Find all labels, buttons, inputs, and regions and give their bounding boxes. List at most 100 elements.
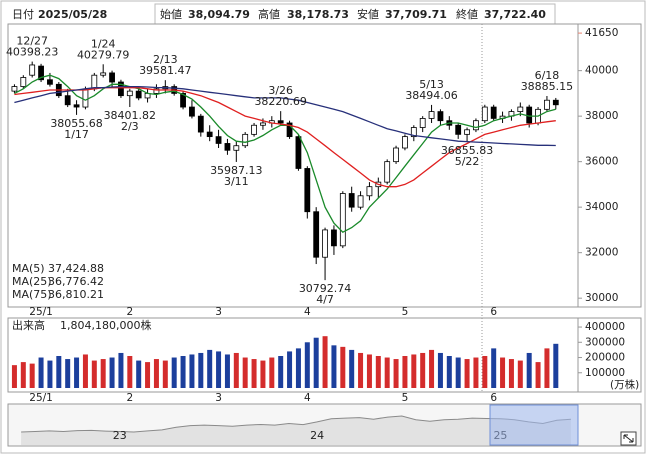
volume-bar (269, 357, 275, 388)
annotation-price: 39581.47 (139, 64, 192, 77)
volume-bar (500, 357, 506, 388)
volume-title-box (10, 319, 150, 332)
volume-bar (322, 336, 328, 388)
volume-bar (295, 348, 301, 388)
volume-bar (233, 352, 239, 388)
volume-bar (420, 352, 426, 388)
annotation-price: 38055.68 (50, 117, 103, 130)
volume-bar (473, 357, 479, 388)
volume-bar (526, 352, 532, 388)
volume-bar (287, 351, 293, 388)
y-tick-label: 38000 (585, 110, 618, 122)
candle-body (180, 92, 186, 108)
annotation-date: 6/18 (535, 69, 560, 82)
candle-body (286, 122, 293, 138)
navigator-selection[interactable] (489, 404, 579, 446)
candle-body (437, 111, 444, 122)
volume-bar (29, 363, 35, 388)
candle-body (11, 86, 18, 92)
volume-subtitle: 1,804,180,000株 (60, 318, 151, 332)
volume-bar (437, 352, 443, 388)
legend-name: MA(5) (12, 262, 45, 275)
candle-body (197, 115, 204, 133)
annotation-price: 40279.79 (77, 48, 130, 61)
candle-body (384, 161, 391, 183)
candle-body (410, 127, 417, 138)
candle-body (206, 131, 213, 138)
volume-bar (349, 349, 355, 388)
y-tick-label: 32000 (585, 247, 618, 259)
volume-bar (553, 343, 559, 388)
volume-bar (358, 352, 364, 388)
candle-body (419, 118, 426, 128)
volume-bar (242, 357, 248, 388)
volume-bar (109, 357, 115, 388)
volume-bar (82, 354, 88, 388)
y-tick-label: 40000 (585, 65, 618, 77)
candle-body (357, 195, 364, 208)
navigator-area (21, 416, 571, 445)
candle-body (304, 168, 311, 213)
candle-body (277, 120, 284, 124)
candle-body (428, 111, 435, 119)
candle-body (20, 77, 27, 87)
annotation-price: 35987.13 (210, 164, 263, 177)
expand-button[interactable] (620, 431, 637, 446)
navigator-label: 23 (113, 429, 127, 442)
expand-arrows[interactable] (623, 434, 634, 443)
candle-body (393, 147, 399, 163)
volume-title: 出来高 (12, 318, 45, 332)
candle-body (348, 193, 355, 208)
volume-bar (384, 357, 390, 388)
legend-value: 36,810.21 (48, 288, 104, 301)
y-tick-label: 36000 (585, 156, 618, 168)
candle-body (126, 90, 133, 97)
candle-body (251, 124, 257, 135)
volume-bar (313, 337, 319, 388)
candle-body (82, 88, 89, 108)
volume-bar (20, 362, 26, 388)
candle-body (517, 106, 524, 112)
annotation-date: 2/3 (121, 120, 139, 133)
volume-bar (535, 362, 541, 388)
volume-bar (331, 345, 337, 388)
volume-bar (491, 348, 497, 388)
candle-body (295, 136, 302, 169)
candle-body (455, 124, 462, 135)
volume-bar (100, 359, 106, 388)
volume-bar (224, 354, 230, 388)
x-tick-label: 25/1 (29, 392, 53, 404)
candle-body (100, 72, 107, 76)
candle-body (189, 106, 195, 117)
candle-body (481, 106, 488, 122)
volume-bar (340, 346, 346, 388)
candle-body (38, 65, 44, 81)
candle-body (109, 72, 115, 83)
candle-body (473, 120, 479, 131)
volume-bar (47, 360, 53, 388)
annotation-price: 40398.23 (6, 46, 59, 59)
header-label: 高値 (258, 7, 280, 21)
volume-bar (429, 349, 435, 388)
legend-value: 37,424.88 (48, 262, 104, 275)
volume-unit: (万株) (610, 378, 639, 391)
volume-bar (508, 359, 514, 388)
volume-bar (38, 357, 44, 388)
annotation-date: 12/27 (16, 35, 48, 48)
volume-bar (544, 348, 550, 388)
candle-body (260, 122, 266, 126)
x-tick-label: 6 (490, 392, 497, 404)
candle-body (402, 136, 408, 149)
y-tick-label: 30000 (585, 292, 618, 304)
x-tick-label: 2 (126, 392, 133, 404)
legend-value: 36,776.42 (48, 275, 104, 288)
candle-body (233, 145, 240, 151)
annotation-price: 38220.69 (254, 95, 307, 108)
header-value: 37,722.40 (484, 8, 546, 21)
volume-bar (198, 352, 204, 388)
volume-bar (375, 356, 381, 388)
volume-bar (366, 354, 372, 388)
candle-body (366, 186, 373, 197)
x-tick-label: 4 (304, 306, 311, 318)
